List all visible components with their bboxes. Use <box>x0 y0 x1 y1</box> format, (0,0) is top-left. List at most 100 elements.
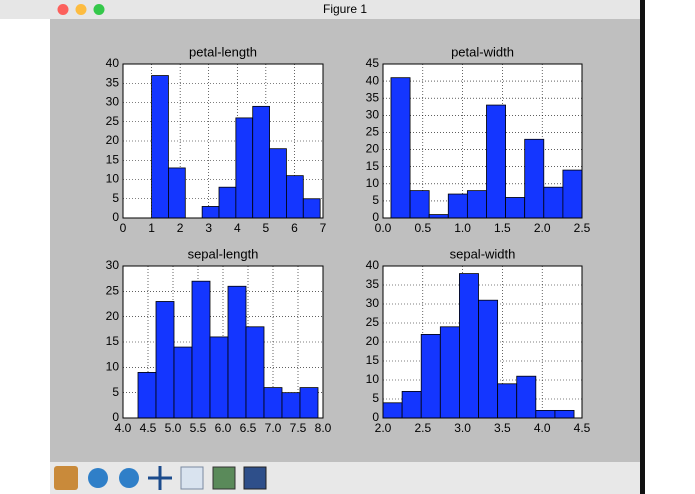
toolbar-buttons <box>54 466 267 490</box>
x-tick-label: 6.5 <box>240 421 257 435</box>
y-tick-label: 15 <box>106 152 120 166</box>
bar <box>562 169 583 219</box>
x-tick-label: 3.5 <box>494 421 511 435</box>
bar <box>252 105 270 219</box>
save-button[interactable] <box>243 466 267 490</box>
x-tick-label: 7.5 <box>290 421 307 435</box>
bar <box>505 197 526 219</box>
x-tick-label: 6.0 <box>215 421 232 435</box>
plot-frame <box>122 265 324 419</box>
bar <box>263 387 283 419</box>
y-tick-label: 25 <box>106 284 120 298</box>
y-tick-label: 25 <box>106 114 120 128</box>
window-title: Figure 1 <box>323 2 367 16</box>
bar <box>245 326 265 419</box>
x-tick-label: 7 <box>320 221 327 235</box>
y-tick-label: 5 <box>372 391 379 405</box>
zoom-button[interactable] <box>93 4 105 15</box>
y-tick-label: 40 <box>366 73 380 87</box>
bar <box>302 198 321 219</box>
y-tick-label: 30 <box>366 108 380 122</box>
x-tick-label: 2.5 <box>414 421 431 435</box>
bar <box>269 148 287 219</box>
x-tick-label: 2 <box>177 221 184 235</box>
x-tick-label: 0.5 <box>414 221 431 235</box>
x-tick-label: 4 <box>234 221 241 235</box>
bar <box>218 186 237 219</box>
y-tick-label: 0 <box>112 410 119 424</box>
x-tick-label: 4.0 <box>115 421 132 435</box>
x-tick-label: 3.0 <box>454 421 471 435</box>
x-tick-label: 4.5 <box>140 421 157 435</box>
y-tick-label: 25 <box>366 315 380 329</box>
x-tick-label: 5.5 <box>190 421 207 435</box>
x-tick-label: 5.0 <box>165 421 182 435</box>
bar <box>227 285 247 419</box>
bar <box>299 387 319 419</box>
y-tick-label: 10 <box>106 360 120 374</box>
x-tick-label: 7.0 <box>265 421 282 435</box>
y-tick-label: 30 <box>106 258 120 272</box>
forward-button[interactable] <box>119 468 139 488</box>
bar <box>151 75 169 219</box>
y-tick-label: 20 <box>366 142 380 156</box>
home-button[interactable] <box>54 466 78 490</box>
bar <box>543 186 564 219</box>
minimize-button[interactable] <box>75 4 87 15</box>
bar <box>428 214 449 219</box>
y-tick-label: 30 <box>366 296 380 310</box>
x-tick-label: 3 <box>205 221 212 235</box>
plot-frame <box>382 265 583 419</box>
x-tick-label: 4.5 <box>574 421 591 435</box>
y-tick-label: 5 <box>112 191 119 205</box>
y-tick-label: 5 <box>372 193 379 207</box>
bar <box>401 390 422 419</box>
y-tick-label: 20 <box>106 309 120 323</box>
bar <box>168 167 186 219</box>
bar <box>439 326 460 419</box>
y-tick-label: 35 <box>366 277 380 291</box>
bar <box>478 299 499 419</box>
y-tick-label: 10 <box>366 372 380 386</box>
bar <box>286 175 304 219</box>
bar <box>281 392 301 419</box>
y-tick-label: 15 <box>106 334 120 348</box>
bar <box>409 190 430 219</box>
y-tick-label: 40 <box>366 258 380 272</box>
bar <box>447 193 468 219</box>
close-button[interactable] <box>57 4 69 15</box>
bar <box>209 336 229 419</box>
chart-title: petal-width <box>451 44 514 59</box>
y-tick-label: 15 <box>366 159 380 173</box>
x-tick-label: 0 <box>120 221 127 235</box>
y-tick-label: 35 <box>106 75 120 89</box>
y-tick-label: 20 <box>106 133 120 147</box>
chart-title: sepal-width <box>450 246 516 261</box>
subplots-button[interactable] <box>212 466 236 490</box>
x-tick-label: 4.0 <box>534 421 551 435</box>
bar <box>466 190 487 219</box>
bar <box>191 280 211 419</box>
y-tick-label: 40 <box>106 56 120 70</box>
y-tick-label: 0 <box>112 210 119 224</box>
bar <box>382 402 403 419</box>
bar <box>390 77 411 219</box>
bar <box>137 371 157 419</box>
x-tick-label: 1.0 <box>454 221 471 235</box>
y-tick-label: 5 <box>112 385 119 399</box>
bar <box>497 383 518 419</box>
bar <box>235 117 254 219</box>
chart-title: sepal-length <box>188 246 259 261</box>
zoom-rect-button[interactable] <box>180 466 204 490</box>
bar <box>459 273 479 419</box>
y-tick-label: 10 <box>366 176 380 190</box>
plot-frame <box>122 63 324 219</box>
pan-button[interactable] <box>148 466 172 490</box>
y-tick-label: 45 <box>366 56 380 70</box>
x-tick-label: 8.0 <box>315 421 332 435</box>
bar <box>516 375 537 419</box>
y-tick-label: 35 <box>366 90 380 104</box>
y-tick-label: 0 <box>372 410 379 424</box>
back-button[interactable] <box>88 468 108 488</box>
x-tick-label: 5 <box>263 221 270 235</box>
